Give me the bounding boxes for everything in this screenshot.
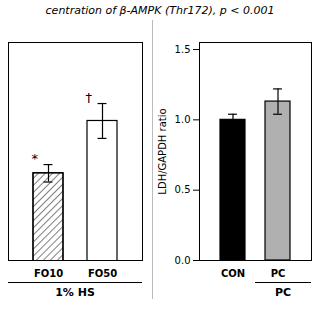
svg-text:PC: PC [271,268,286,279]
html-text:centration of β-AMPK (Thr172),: centration of β-AMPK (Thr172), p < 0.001 [45,4,275,17]
svg-text:CON: CON [221,268,245,279]
svg-text:1.5: 1.5 [175,44,191,55]
svg-text:0.0: 0.0 [175,255,191,266]
svg-text:LDH/GAPDH ratio: LDH/GAPDH ratio [157,108,168,194]
svg-text:FO50: FO50 [88,268,117,279]
html-text:PC: PC [274,286,292,299]
svg-text:1.0: 1.0 [175,114,191,125]
svg-text:†: † [86,90,93,105]
svg-text:FO10: FO10 [34,268,63,279]
svg-text:*: * [32,151,39,166]
html-text:1% HS: 1% HS [55,286,95,299]
svg-text:0.5: 0.5 [175,184,191,195]
